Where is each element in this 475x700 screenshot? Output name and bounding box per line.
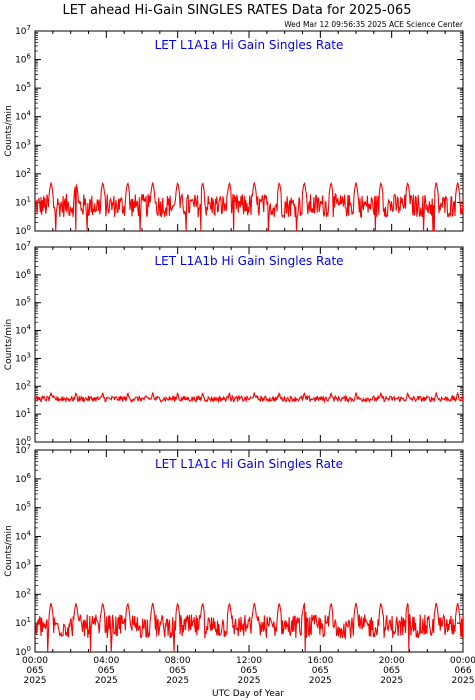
x-tick-label: 00:00	[450, 656, 475, 666]
y-axis-label: Counts/min	[4, 319, 14, 370]
y-tick-label: 101	[15, 195, 31, 208]
y-tick-label: 103	[15, 138, 31, 151]
y-tick-label: 106	[15, 472, 31, 485]
y-axis-label: Counts/min	[4, 105, 14, 156]
x-tick-label: 04:00	[93, 656, 119, 666]
x-tick-label: 2025	[238, 676, 261, 686]
x-tick-label: 2025	[309, 676, 332, 686]
y-tick-label: 101	[15, 616, 31, 629]
x-tick-label: 2025	[24, 676, 47, 686]
y-tick-label: 106	[15, 53, 31, 66]
series-line	[35, 391, 463, 404]
x-tick-label: 065	[240, 666, 257, 676]
x-tick-label: 065	[312, 666, 329, 676]
y-tick-label: 107	[15, 443, 31, 456]
y-tick-label: 104	[15, 110, 31, 123]
y-axis-label: Counts/min	[4, 525, 14, 576]
x-tick-label: 08:00	[165, 656, 191, 666]
panel-l1a1b: 100 101 102 103 104 105 106 107 Counts/min LET L1…	[4, 240, 464, 448]
y-tick-label: 102	[15, 587, 31, 600]
y-tick-label: 105	[15, 296, 31, 309]
x-tick-label: 065	[98, 666, 115, 676]
generation-timestamp: Wed Mar 12 09:56:35 2025 ACE Science Cen…	[284, 20, 464, 29]
x-tick-label: 065	[26, 666, 43, 676]
x-tick-label: 12:00	[236, 656, 262, 666]
x-axis-label: UTC Day of Year	[212, 689, 284, 699]
plot-frame	[34, 246, 464, 443]
y-tick-label: 105	[15, 501, 31, 514]
time-axis-labels: 00:00065202504:00065202508:00065202512:0…	[22, 656, 475, 686]
series-line	[35, 181, 463, 231]
y-tick-label: 106	[15, 268, 31, 281]
y-tick-label: 107	[15, 24, 31, 37]
x-tick-label: 16:00	[307, 656, 333, 666]
y-tick-label: 107	[15, 240, 31, 253]
x-tick-label: 2025	[380, 676, 403, 686]
x-tick-label: 00:00	[22, 656, 48, 666]
x-tick-label: 065	[383, 666, 400, 676]
x-tick-label: 2025	[166, 676, 189, 686]
x-tick-label: 20:00	[379, 656, 405, 666]
y-tick-label: 100	[15, 224, 31, 237]
figure-title: LET ahead Hi-Gain SINGLES RATES Data for…	[62, 3, 411, 18]
y-tick-label: 101	[15, 407, 31, 420]
y-tick-label: 100	[15, 435, 31, 448]
y-tick-label: 102	[15, 167, 31, 180]
x-tick-label: 2025	[95, 676, 118, 686]
panel-l1a1c: 100 101 102 103 104 105 106 107 Counts/min LET L1…	[4, 443, 464, 658]
panel-l1a1a: 100 101 102 103 104 105 106 107 Counts/min LET L1…	[4, 24, 464, 237]
x-tick-label: 066	[454, 666, 471, 676]
y-tick-label: 104	[15, 324, 31, 337]
y-tick-label: 100	[15, 645, 31, 658]
y-tick-label: 102	[15, 379, 31, 392]
panel-title: LET L1A1c Hi Gain Singles Rate	[155, 457, 343, 471]
x-tick-label: 2025	[452, 676, 475, 686]
series-line	[35, 602, 463, 652]
panel-title: LET L1A1b Hi Gain Singles Rate	[154, 254, 343, 268]
panel-title: LET L1A1a Hi Gain Singles Rate	[155, 38, 344, 52]
y-tick-label: 103	[15, 558, 31, 571]
y-tick-label: 105	[15, 81, 31, 94]
y-tick-label: 103	[15, 351, 31, 364]
y-tick-label: 104	[15, 530, 31, 543]
x-tick-label: 065	[169, 666, 186, 676]
